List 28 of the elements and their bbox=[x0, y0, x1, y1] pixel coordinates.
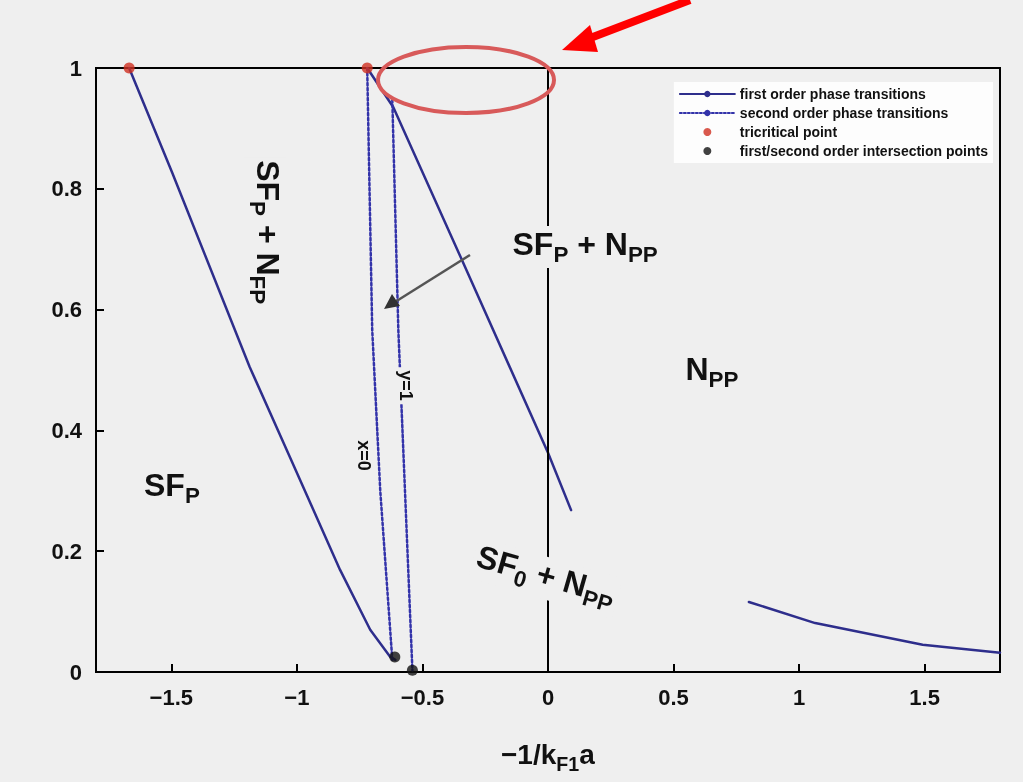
x-tick-label: 0.5 bbox=[658, 684, 689, 710]
x-tick-label: 0 bbox=[541, 684, 555, 710]
annotation: SF$_{P}$ bbox=[141, 467, 203, 510]
point bbox=[389, 651, 401, 663]
annotation: x=0 bbox=[352, 436, 374, 474]
y-tick-label: 0.2 bbox=[51, 538, 82, 564]
x-tick-label: −1.5 bbox=[149, 684, 194, 710]
y-tick-label: 0.4 bbox=[51, 417, 83, 443]
legend-label: tricritical point bbox=[739, 124, 838, 140]
legend-label: second order phase transitions bbox=[739, 105, 949, 121]
x-tick-label: 1 bbox=[792, 684, 806, 710]
line-series bbox=[747, 600, 1002, 654]
legend-label: first/second order intersection points bbox=[739, 143, 989, 159]
y-tick-label: 0.8 bbox=[51, 176, 82, 202]
y-tick-label: 0 bbox=[69, 659, 82, 685]
annotation: y=1 bbox=[394, 366, 416, 404]
x-tick-label: −0.5 bbox=[400, 684, 445, 710]
y-tick-label: 0.6 bbox=[51, 297, 82, 323]
annotation: N$_{PP}$ bbox=[682, 351, 742, 394]
legend-label: first order phase transitions bbox=[739, 86, 926, 102]
x-tick-label: −1 bbox=[284, 684, 310, 710]
x-axis-title: −1/k$_{F1}$a bbox=[498, 738, 598, 776]
x-tick-label: 1.5 bbox=[909, 684, 940, 710]
y-tick-label: 1 bbox=[69, 55, 82, 81]
point bbox=[406, 664, 418, 676]
annotation: SF$_{P}$ + N$_{PP}$ bbox=[509, 226, 661, 269]
point bbox=[123, 62, 135, 74]
point bbox=[361, 62, 373, 74]
